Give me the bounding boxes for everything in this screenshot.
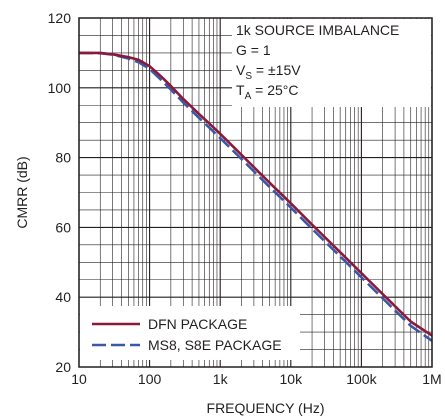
legend: DFN PACKAGE MS8, S8E PACKAGE [80, 306, 300, 360]
annotation-line: 1k SOURCE IMBALANCE [236, 22, 399, 38]
x-tick-label: 100 [138, 371, 162, 387]
x-tick-label: 10 [71, 371, 87, 387]
annotation-line: TA = 25°C [236, 82, 298, 102]
legend-label: DFN PACKAGE [148, 316, 247, 332]
x-tick-label: 10k [280, 371, 304, 387]
x-tick-labels: 10 100 1k 10k 100k 1M [71, 371, 442, 387]
x-tick-label: 100k [346, 371, 377, 387]
plot-frame [78, 17, 433, 368]
series-layer [78, 51, 433, 342]
y-tick-label: 120 [48, 10, 72, 26]
y-tick-label: 20 [55, 359, 71, 375]
y-axis-title: CMRR (dB) [14, 156, 30, 228]
series-line-ms8-s8e-package [78, 51, 433, 342]
annotation-line: VS = ±15V [236, 62, 301, 82]
legend-background [80, 306, 300, 360]
y-tick-labels: 20 40 60 80 100 120 [48, 10, 72, 375]
legend-label: MS8, S8E PACKAGE [148, 337, 282, 353]
x-tick-label: 1M [422, 371, 441, 387]
y-tick-label: 80 [55, 150, 71, 166]
annotation-line: G = 1 [236, 42, 271, 58]
y-tick-label: 100 [48, 80, 72, 96]
x-axis-title: FREQUENCY (Hz) [207, 400, 325, 416]
x-tick-label: 1k [213, 371, 229, 387]
y-tick-label: 60 [55, 219, 71, 235]
series-line-dfn-package [79, 51, 433, 337]
annotation-background [232, 19, 431, 107]
y-tick-label: 40 [55, 289, 71, 305]
